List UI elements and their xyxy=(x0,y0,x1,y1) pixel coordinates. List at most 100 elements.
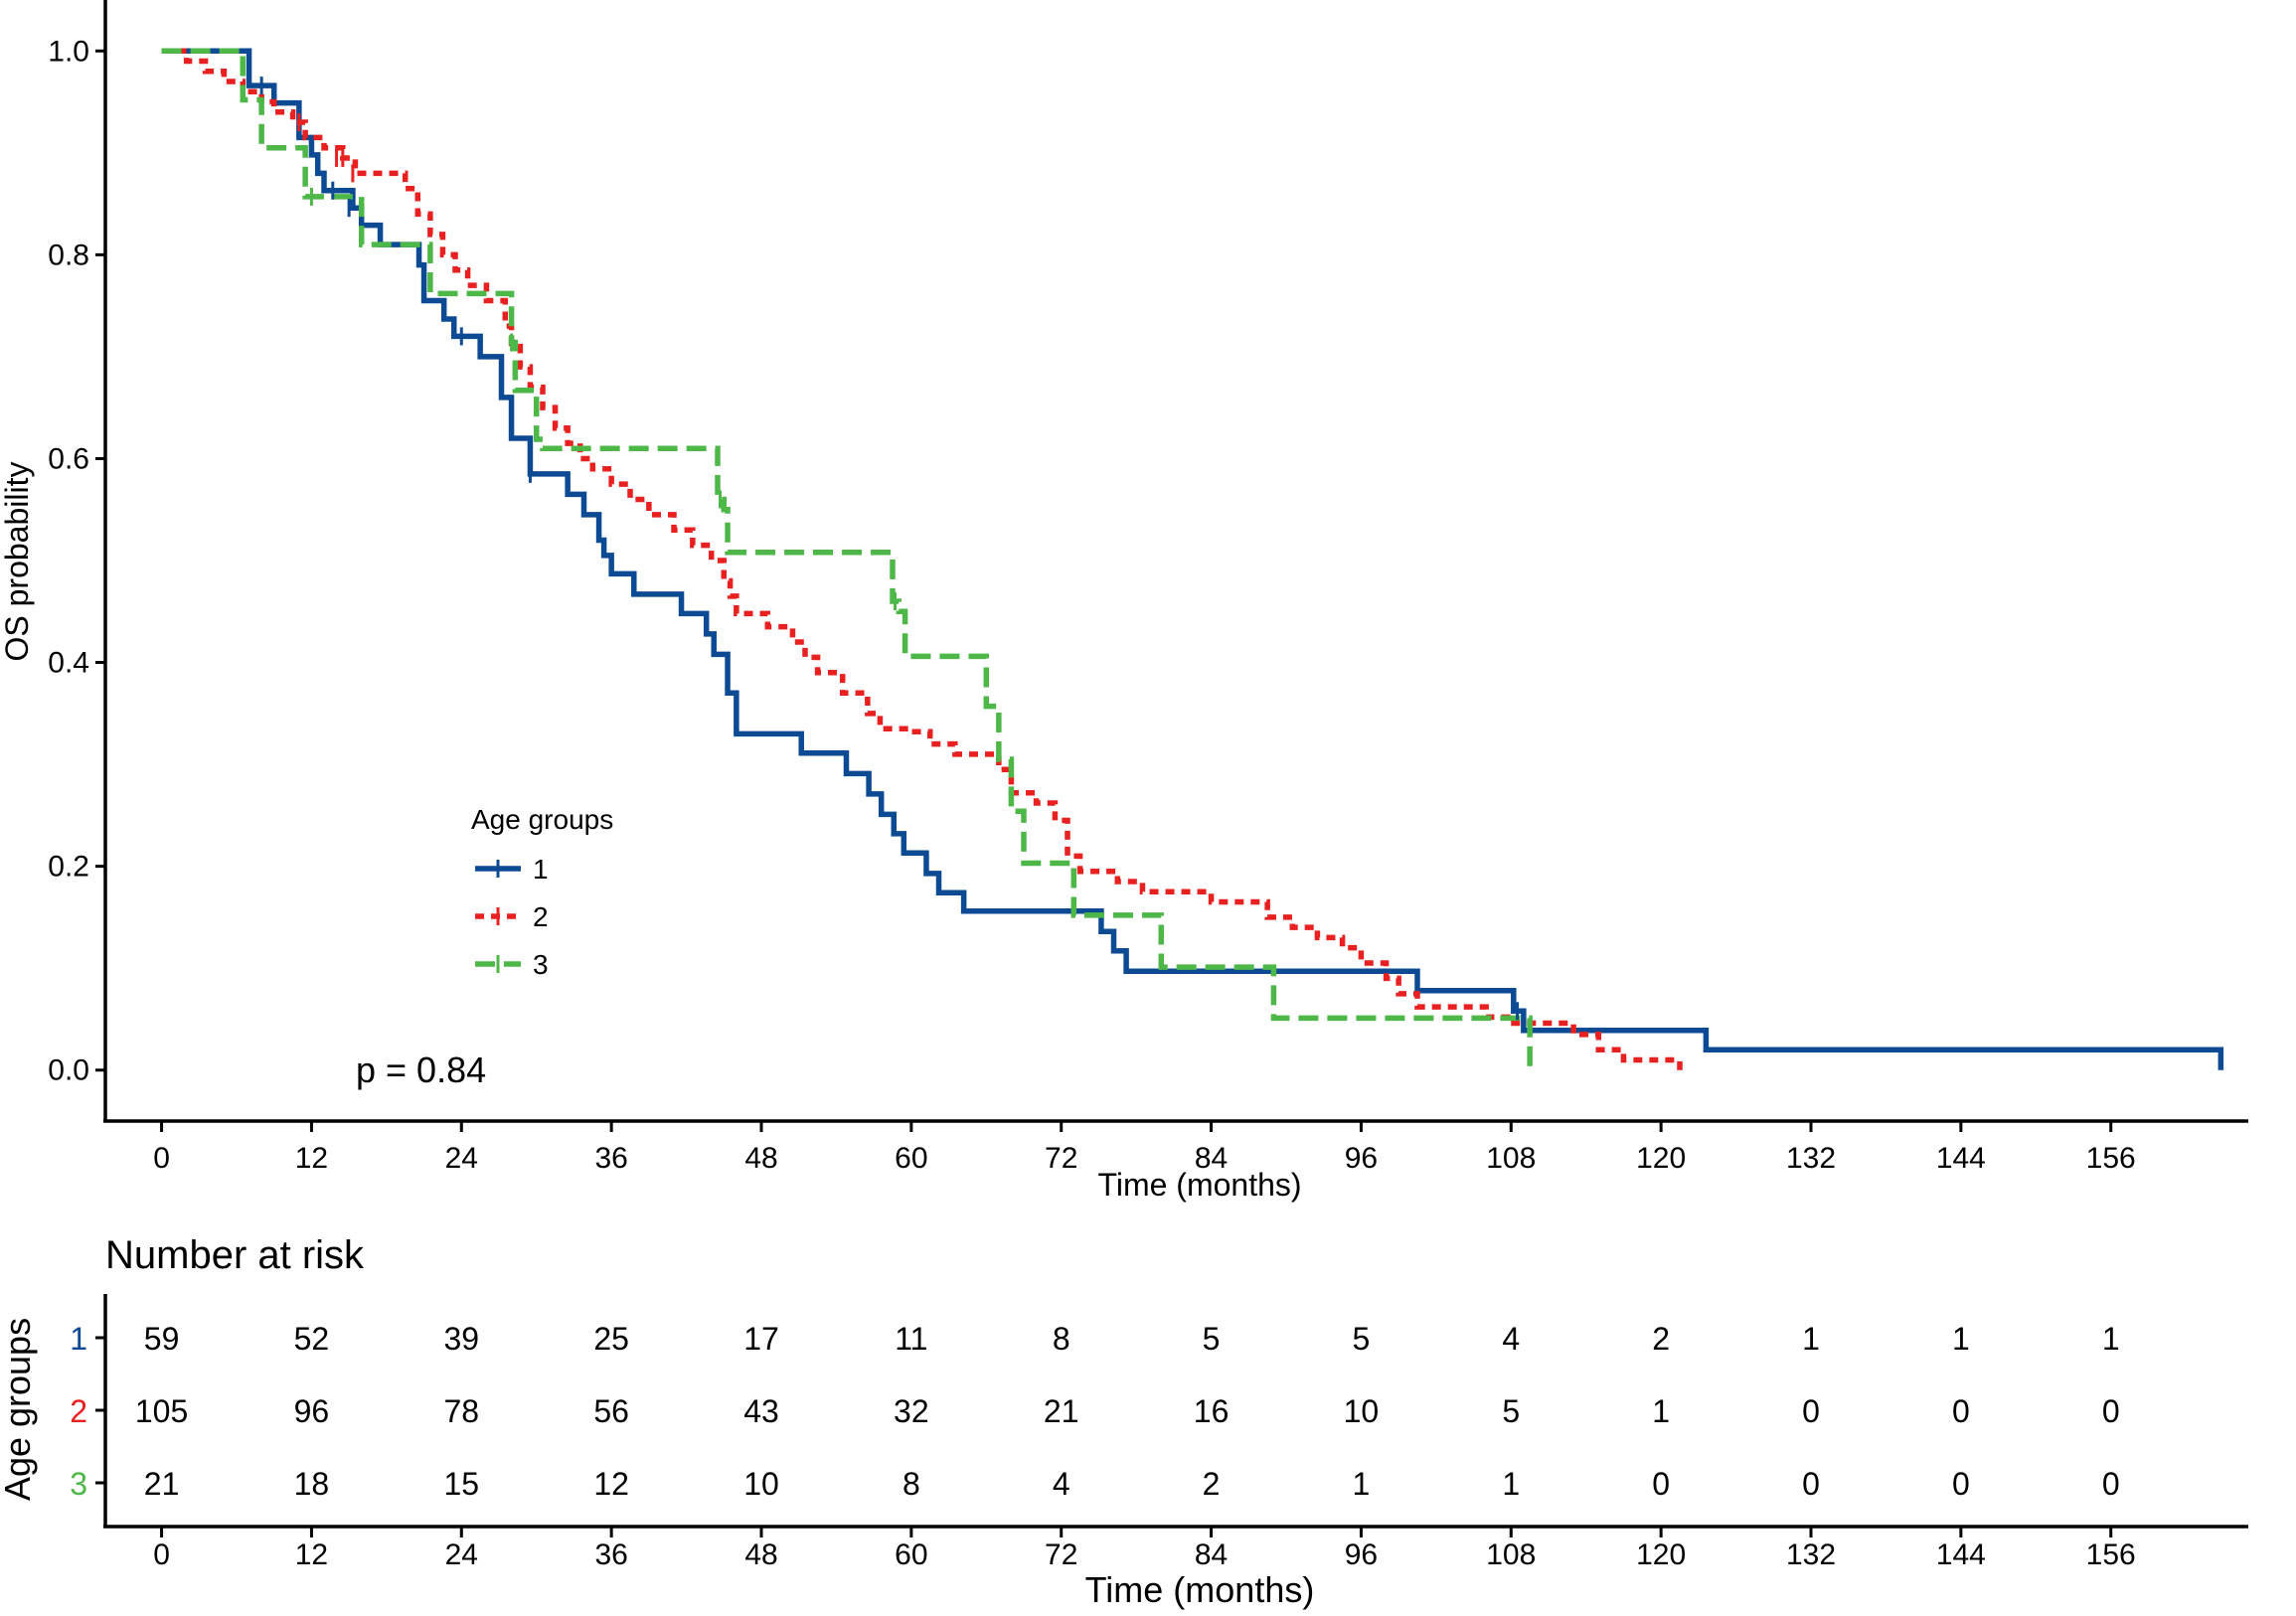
km-x-tick-label: 36 xyxy=(594,1142,627,1175)
risk-cell-group-3: 10 xyxy=(743,1466,779,1502)
km-y-ticks: 0.0 0.2 0.4 0.6 0.8 1.0 xyxy=(48,35,105,1087)
risk-cell-group-3: 21 xyxy=(144,1466,180,1502)
risk-cell-group-1: 5 xyxy=(1203,1321,1221,1357)
risk-cell-group-1: 2 xyxy=(1652,1321,1670,1357)
risk-cell-group-3: 4 xyxy=(1053,1466,1070,1502)
risk-cell-group-3: 12 xyxy=(593,1466,629,1502)
risk-cell-group-1: 8 xyxy=(1053,1321,1070,1357)
km-x-tick-label: 108 xyxy=(1486,1142,1536,1175)
risk-x-tick-label: 12 xyxy=(295,1538,328,1571)
risk-cell-group-2: 56 xyxy=(593,1393,629,1429)
risk-cell-group-1: 52 xyxy=(294,1321,330,1357)
risk-cell-group-2: 16 xyxy=(1194,1393,1230,1429)
risk-x-tick-label: 60 xyxy=(895,1538,927,1571)
risk-row-label-1: 1 xyxy=(70,1321,87,1357)
km-x-tick-label: 24 xyxy=(445,1142,478,1175)
risk-cell-group-1: 4 xyxy=(1502,1321,1520,1357)
risk-cell-group-2: 0 xyxy=(1952,1393,1970,1429)
risk-cell-group-1: 5 xyxy=(1353,1321,1371,1357)
risk-cell-group-2: 32 xyxy=(894,1393,929,1429)
risk-cell-group-2: 21 xyxy=(1044,1393,1079,1429)
risk-cell-group-2: 0 xyxy=(1802,1393,1820,1429)
risk-cell-group-2: 78 xyxy=(443,1393,479,1429)
risk-table-row-labels: 1 2 3 xyxy=(70,1321,105,1502)
risk-row-label-2: 2 xyxy=(70,1393,87,1429)
km-x-tick-label: 144 xyxy=(1936,1142,1986,1175)
risk-x-tick-label: 132 xyxy=(1786,1538,1836,1571)
risk-cell-group-2: 5 xyxy=(1502,1393,1520,1429)
risk-table-x-ticks: 0 12 24 36 48 60 72 84 96 108 120 132 144 156 xyxy=(153,1527,2136,1571)
km-y-tick-label: 1.0 xyxy=(48,35,89,68)
risk-cell-group-3: 0 xyxy=(1952,1466,1970,1502)
km-y-tick-label: 0.6 xyxy=(48,442,89,475)
km-x-axis-label: Time (months) xyxy=(1097,1167,1301,1203)
km-x-ticks: 0 12 24 36 48 60 72 84 96 108 120 132 144 156 xyxy=(153,1121,2136,1175)
km-x-tick-label: 96 xyxy=(1345,1142,1378,1175)
risk-cell-group-1: 1 xyxy=(1802,1321,1820,1357)
risk-cell-group-3: 2 xyxy=(1203,1466,1221,1502)
km-y-axis-label: OS probability xyxy=(0,462,35,662)
risk-cell-group-2: 1 xyxy=(1652,1393,1670,1429)
risk-cell-group-1: 1 xyxy=(2102,1321,2120,1357)
km-plot-area: 0.00.20.40.60.81.0 0 12 24 36 48 60 72 84 96 108 1… xyxy=(0,0,2248,1203)
risk-table-title: Number at risk xyxy=(105,1233,365,1277)
risk-cell-group-1: 39 xyxy=(443,1321,479,1357)
legend-title: Age groups xyxy=(471,804,613,835)
km-curve-group-1 xyxy=(161,48,2224,1070)
risk-cell-group-1: 1 xyxy=(1952,1321,1970,1357)
km-x-tick-label: 156 xyxy=(2086,1142,2136,1175)
km-curve-group-2 xyxy=(161,48,1683,1070)
risk-cell-group-2: 43 xyxy=(743,1393,779,1429)
risk-x-tick-label: 36 xyxy=(594,1538,627,1571)
km-censor-marks xyxy=(259,77,1520,1021)
risk-cell-group-2: 0 xyxy=(2102,1393,2120,1429)
risk-x-tick-label: 72 xyxy=(1045,1538,1077,1571)
risk-cell-group-2: 105 xyxy=(135,1393,188,1429)
km-x-tick-label: 72 xyxy=(1045,1142,1077,1175)
legend-label-3: 3 xyxy=(533,949,549,980)
risk-cell-group-3: 15 xyxy=(443,1466,479,1502)
legend-label-1: 1 xyxy=(533,854,549,885)
risk-x-tick-label: 24 xyxy=(445,1538,478,1571)
km-y-tick-label: 0.0 xyxy=(48,1054,89,1087)
km-x-tick-label: 84 xyxy=(1195,1142,1228,1175)
risk-cell-group-3: 0 xyxy=(1652,1466,1670,1502)
km-curves xyxy=(161,48,2224,1070)
km-x-tick-label: 48 xyxy=(744,1142,777,1175)
risk-cell-group-1: 59 xyxy=(144,1321,180,1357)
risk-x-tick-label: 84 xyxy=(1195,1538,1228,1571)
risk-cell-group-1: 17 xyxy=(743,1321,779,1357)
km-legend: Age groups 1 2 3 xyxy=(471,804,613,980)
risk-cell-group-3: 1 xyxy=(1502,1466,1520,1502)
risk-cell-group-3: 0 xyxy=(2102,1466,2120,1502)
risk-cell-group-2: 10 xyxy=(1344,1393,1380,1429)
legend-label-2: 2 xyxy=(533,901,549,932)
risk-x-tick-label: 120 xyxy=(1636,1538,1686,1571)
km-y-tick-label: 0.8 xyxy=(48,239,89,271)
km-y-tick-label: 0.4 xyxy=(48,647,89,680)
risk-x-tick-label: 144 xyxy=(1936,1538,1986,1571)
risk-x-tick-label: 156 xyxy=(2086,1538,2136,1571)
risk-cell-group-3: 18 xyxy=(294,1466,330,1502)
risk-x-tick-label: 0 xyxy=(153,1538,170,1571)
risk-cell-group-2: 96 xyxy=(294,1393,330,1429)
km-x-tick-label: 120 xyxy=(1636,1142,1686,1175)
risk-cell-group-3: 0 xyxy=(1802,1466,1820,1502)
risk-cell-group-3: 8 xyxy=(902,1466,920,1502)
km-x-tick-label: 132 xyxy=(1786,1142,1836,1175)
risk-table-x-axis-label: Time (months) xyxy=(1085,1569,1315,1610)
km-y-tick-label: 0.2 xyxy=(48,851,89,884)
km-curve-group-3 xyxy=(161,48,1533,1070)
risk-row-label-3: 3 xyxy=(70,1466,87,1502)
risk-cell-group-1: 25 xyxy=(593,1321,629,1357)
risk-cell-group-1: 11 xyxy=(895,1321,927,1357)
p-value-annotation: p = 0.84 xyxy=(356,1050,486,1090)
km-x-tick-label: 60 xyxy=(895,1142,927,1175)
km-x-tick-label: 12 xyxy=(295,1142,328,1175)
risk-x-tick-label: 108 xyxy=(1486,1538,1536,1571)
km-x-tick-label: 0 xyxy=(153,1142,170,1175)
risk-x-tick-label: 96 xyxy=(1345,1538,1378,1571)
